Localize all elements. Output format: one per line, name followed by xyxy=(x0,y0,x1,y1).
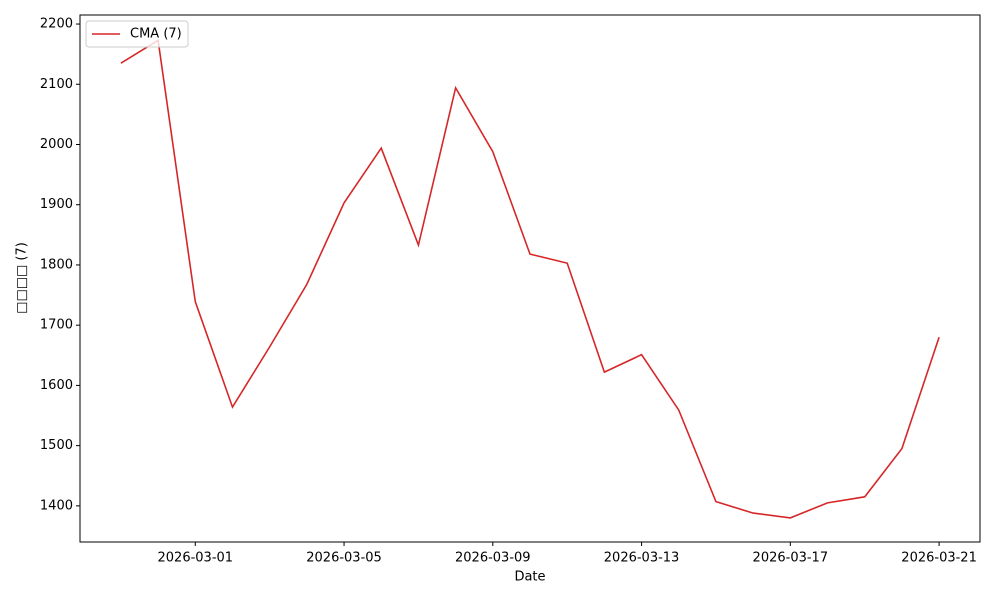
y-tick-label: 2000 xyxy=(40,137,73,152)
x-tick-label: 2026-03-09 xyxy=(455,551,531,566)
y-tick-label: 1800 xyxy=(40,257,73,272)
x-tick-label: 2026-03-13 xyxy=(604,551,680,566)
x-tick-label: 2026-03-01 xyxy=(158,551,234,566)
y-tick-label: 1600 xyxy=(40,378,73,393)
y-tick-label: 2200 xyxy=(40,17,73,32)
y-tick-label: 1500 xyxy=(40,438,73,453)
legend-label: CMA (7) xyxy=(130,27,182,42)
legend-box xyxy=(85,20,189,48)
y-tick-label: 1700 xyxy=(40,318,73,333)
y-tick-label: 1400 xyxy=(40,498,73,513)
plot-frame xyxy=(79,14,981,543)
y-axis-label: □□□□ (7) xyxy=(15,242,30,314)
y-tick-label: 1900 xyxy=(40,197,73,212)
x-tick-label: 2026-03-05 xyxy=(306,551,382,566)
x-tick-label: 2026-03-21 xyxy=(901,551,977,566)
y-tick-label: 2100 xyxy=(40,77,73,92)
line-series xyxy=(120,38,940,519)
x-axis-label: Date xyxy=(514,570,545,585)
x-tick-label: 2026-03-17 xyxy=(753,551,829,566)
